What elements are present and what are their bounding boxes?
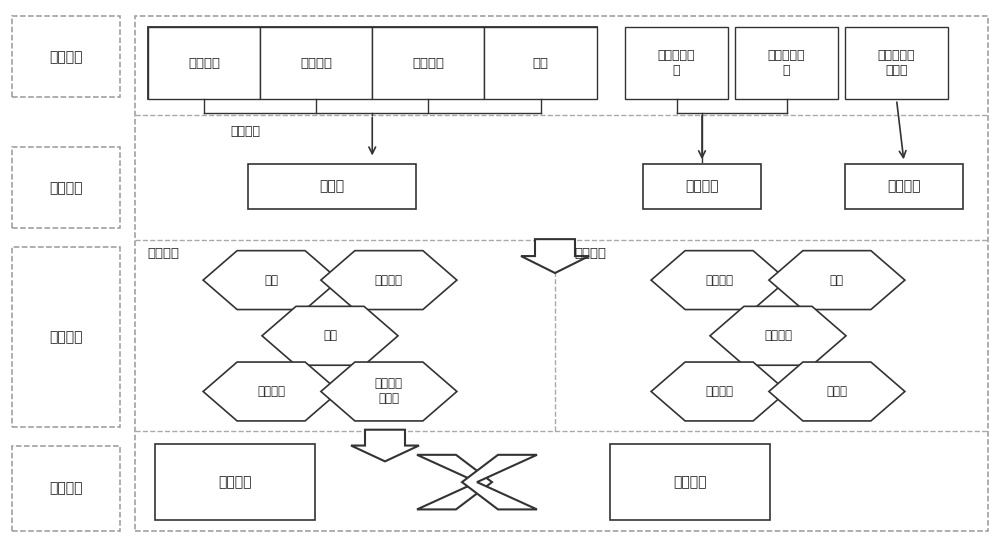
Polygon shape [262,306,398,365]
Polygon shape [521,239,589,273]
Bar [148,27,597,99]
Bar [12,16,120,97]
Bar [735,27,838,99]
Text: 运行环境信
息: 运行环境信 息 [658,49,695,78]
Text: 设备评分: 设备评分 [218,475,252,489]
Text: 冷却系统: 冷却系统 [375,274,403,287]
Bar [12,446,120,531]
Bar [155,444,315,520]
Text: 多源信息: 多源信息 [49,50,83,64]
Polygon shape [203,251,339,310]
Text: 油性能: 油性能 [826,385,847,398]
Polygon shape [769,251,905,310]
Polygon shape [769,362,905,421]
Polygon shape [321,251,457,310]
Text: 绝缘性能: 绝缘性能 [764,329,792,342]
Text: 带电检测: 带电检测 [300,57,332,70]
Text: 不良工况: 不良工况 [685,179,719,193]
Bar [12,147,120,228]
Text: 设备状态: 设备状态 [673,475,707,489]
Text: 套管: 套管 [264,274,278,287]
Text: 导电性能: 导电性能 [705,274,733,287]
Bar [643,164,761,209]
Text: 外观: 外观 [830,274,844,287]
Text: 非电量保
护装置: 非电量保 护装置 [375,377,403,406]
Text: 本体: 本体 [323,329,337,342]
Bar [248,164,416,209]
Text: 停电试验: 停电试验 [188,57,220,70]
Text: 电网运行信
息: 电网运行信 息 [768,49,805,78]
Bar [260,27,372,99]
Text: 家族缺陷: 家族缺陷 [887,179,921,193]
Polygon shape [462,455,537,509]
Polygon shape [651,362,787,421]
Text: 二级评价: 二级评价 [49,330,83,344]
Bar [484,27,597,99]
Text: 综合评价: 综合评价 [49,482,83,495]
Text: 设备部件: 设备部件 [147,247,179,260]
Text: 巡检: 巡检 [532,57,548,70]
Text: 机械性能: 机械性能 [705,385,733,398]
Polygon shape [710,306,846,365]
Bar [135,16,988,531]
Text: 状态量: 状态量 [319,179,345,193]
Bar [845,164,963,209]
Text: 变权重法: 变权重法 [230,124,260,138]
Polygon shape [351,430,419,461]
Polygon shape [203,362,339,421]
Text: 设备性能: 设备性能 [574,247,606,260]
Polygon shape [417,455,492,509]
Bar [845,27,948,99]
Bar [12,247,120,427]
Bar [610,444,770,520]
Text: 一级评价: 一级评价 [49,181,83,195]
Polygon shape [651,251,787,310]
Text: 分接开关: 分接开关 [257,385,285,398]
Polygon shape [321,362,457,421]
Bar [148,27,260,99]
Text: 在线监测: 在线监测 [412,57,444,70]
Bar [372,27,484,99]
Text: 同类设备缺
陷信息: 同类设备缺 陷信息 [878,49,915,78]
Bar [625,27,728,99]
